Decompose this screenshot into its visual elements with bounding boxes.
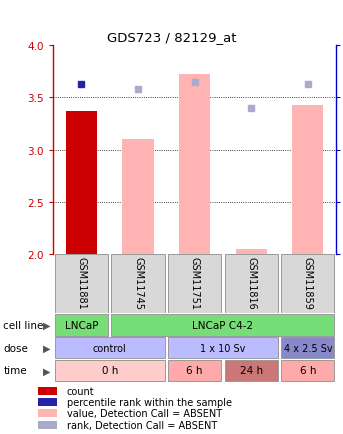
Bar <box>225 254 278 313</box>
Text: LNCaP C4-2: LNCaP C4-2 <box>192 320 253 330</box>
Bar <box>281 338 334 358</box>
Bar <box>55 338 165 358</box>
Text: ▶: ▶ <box>43 366 50 375</box>
Bar <box>55 360 165 381</box>
Text: rank, Detection Call = ABSENT: rank, Detection Call = ABSENT <box>67 420 217 430</box>
Text: 24 h: 24 h <box>240 366 263 375</box>
Bar <box>292 105 323 254</box>
Bar <box>111 314 334 336</box>
Bar <box>122 140 154 254</box>
Text: GSM11816: GSM11816 <box>246 256 256 309</box>
Bar <box>225 360 278 381</box>
Text: 6 h: 6 h <box>299 366 316 375</box>
Bar <box>168 338 278 358</box>
Bar <box>236 249 267 254</box>
Text: cell line: cell line <box>3 320 44 330</box>
Text: value, Detection Call = ABSENT: value, Detection Call = ABSENT <box>67 408 222 418</box>
Text: GDS723 / 82129_at: GDS723 / 82129_at <box>107 31 236 44</box>
Text: ▶: ▶ <box>43 343 50 353</box>
Text: time: time <box>3 366 27 375</box>
Text: LNCaP: LNCaP <box>65 320 98 330</box>
Bar <box>38 421 57 429</box>
Bar <box>168 254 221 313</box>
Text: 0 h: 0 h <box>102 366 118 375</box>
Text: ▶: ▶ <box>43 320 50 330</box>
Text: GSM11745: GSM11745 <box>133 256 143 309</box>
Bar <box>38 409 57 417</box>
Bar <box>66 112 97 254</box>
Bar <box>38 398 57 406</box>
Bar <box>55 314 108 336</box>
Text: 1 x 10 Sv: 1 x 10 Sv <box>200 343 246 353</box>
Text: count: count <box>67 386 95 396</box>
Text: GSM11881: GSM11881 <box>76 256 86 309</box>
Text: GSM11859: GSM11859 <box>303 256 313 309</box>
Bar <box>55 254 108 313</box>
Text: percentile rank within the sample: percentile rank within the sample <box>67 397 232 407</box>
Text: control: control <box>93 343 127 353</box>
Bar <box>281 254 334 313</box>
Text: 4 x 2.5 Sv: 4 x 2.5 Sv <box>284 343 332 353</box>
Bar <box>281 360 334 381</box>
Bar <box>111 254 165 313</box>
Bar <box>38 387 57 395</box>
Text: 6 h: 6 h <box>186 366 203 375</box>
Text: GSM11751: GSM11751 <box>190 256 200 309</box>
Text: dose: dose <box>3 343 28 353</box>
Bar <box>168 360 221 381</box>
Bar <box>179 75 210 254</box>
